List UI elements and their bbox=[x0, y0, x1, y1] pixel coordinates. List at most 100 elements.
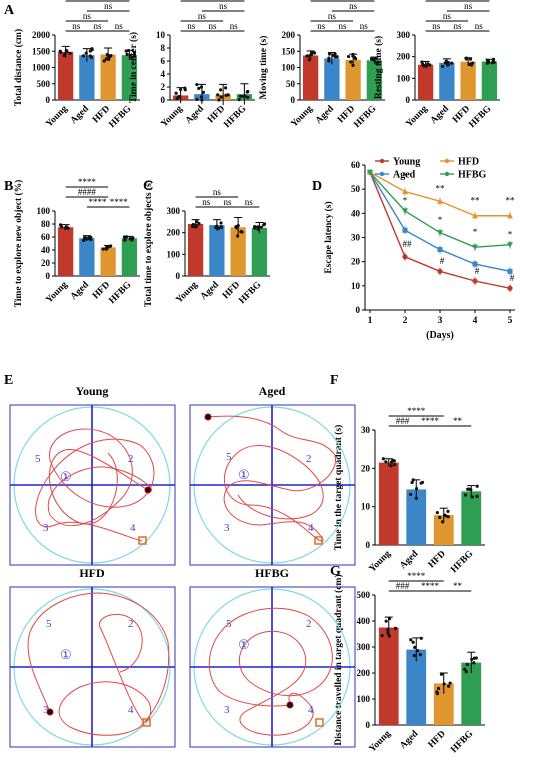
data-point bbox=[219, 225, 223, 229]
significance-label: ns bbox=[245, 197, 254, 207]
data-point bbox=[81, 54, 86, 58]
significance-label: ns bbox=[475, 21, 484, 31]
quadrant-label-3: 3 bbox=[43, 522, 49, 534]
bar bbox=[187, 224, 204, 276]
panel-label: G bbox=[330, 564, 341, 579]
data-point bbox=[199, 95, 204, 99]
x-tick-label: 1 bbox=[368, 316, 373, 326]
data-point bbox=[409, 492, 413, 497]
maze-young: Young 5 ① 2 3 4 bbox=[9, 384, 176, 566]
data-point bbox=[312, 51, 317, 55]
bar bbox=[230, 227, 246, 276]
significance-label: ### bbox=[396, 581, 410, 591]
data-point bbox=[259, 225, 263, 229]
data-point bbox=[104, 246, 108, 250]
significance-label: ns bbox=[328, 11, 337, 21]
data-point bbox=[83, 236, 87, 240]
significance-label: ns bbox=[115, 21, 124, 31]
data-point bbox=[349, 60, 353, 64]
data-point bbox=[380, 634, 384, 638]
series-point bbox=[367, 169, 373, 176]
data-point bbox=[421, 62, 425, 66]
significance-label: ns bbox=[93, 0, 102, 1]
significance-annotation: * bbox=[403, 172, 408, 182]
legend-label: HFD bbox=[458, 157, 479, 168]
x-tick-label: Aged bbox=[69, 104, 92, 127]
data-point bbox=[197, 222, 201, 226]
data-point bbox=[446, 509, 450, 513]
significance-label: ns bbox=[208, 21, 217, 31]
significance-label: ** bbox=[453, 416, 463, 426]
data-point bbox=[195, 82, 199, 87]
quadrant-label-5: 5 bbox=[46, 618, 52, 630]
maze-title: HFD bbox=[79, 566, 105, 580]
legend-label: HFBG bbox=[458, 170, 487, 181]
data-point bbox=[440, 64, 445, 69]
significance-annotation: ** bbox=[506, 196, 516, 206]
data-point bbox=[256, 227, 260, 231]
y-tick-label: 8 bbox=[161, 43, 166, 53]
data-point bbox=[102, 59, 106, 63]
significance-annotation: * bbox=[403, 196, 408, 206]
bar bbox=[406, 649, 427, 725]
x-tick-label: Young bbox=[404, 104, 430, 130]
legend-label: Young bbox=[393, 157, 420, 168]
y-tick-label: 1000 bbox=[32, 63, 51, 73]
quadrant-label-4: 4 bbox=[308, 704, 314, 716]
data-point bbox=[485, 61, 489, 65]
y-tick-label: 500 bbox=[37, 79, 51, 89]
quadrant-label-1: ① bbox=[238, 467, 250, 482]
significance-label: ns bbox=[223, 197, 232, 207]
significance-label: ns bbox=[104, 1, 113, 11]
bar bbox=[57, 227, 74, 276]
maze-title: Aged bbox=[259, 384, 286, 398]
y-tick-label: 10 bbox=[156, 30, 166, 40]
series-line bbox=[369, 171, 510, 217]
swim-path bbox=[27, 592, 170, 736]
significance-annotation: ## bbox=[403, 239, 413, 249]
data-point bbox=[89, 236, 93, 240]
data-point bbox=[416, 648, 420, 653]
panel-label: C bbox=[143, 179, 153, 194]
legend-label: Aged bbox=[393, 170, 416, 181]
y-tick-label: 200 bbox=[397, 52, 411, 62]
x-tick-label: HFBG bbox=[107, 104, 134, 131]
panel-e-water-maze: E Young 5 ① 2 3 4 Aged 5 ① 2 3 bbox=[4, 373, 356, 748]
significance-label: **** bbox=[110, 197, 129, 207]
data-point bbox=[327, 52, 332, 56]
y-axis-label: Time in center (s) bbox=[128, 32, 139, 103]
bar bbox=[461, 662, 482, 725]
data-point bbox=[386, 628, 390, 632]
x-tick-label: HFBG bbox=[237, 280, 264, 307]
y-tick-label: 0 bbox=[46, 271, 51, 281]
significance-label: ns bbox=[72, 21, 81, 31]
data-point bbox=[236, 234, 240, 238]
data-point bbox=[464, 57, 468, 61]
y-tick-label: 200 bbox=[357, 668, 371, 678]
y-axis-label: Total time to explore objects (s) bbox=[143, 180, 154, 307]
data-point bbox=[475, 484, 479, 488]
data-point bbox=[335, 55, 339, 59]
x-tick-label: Aged bbox=[398, 549, 421, 572]
significance-label: **** bbox=[89, 197, 108, 207]
y-tick-label: 300 bbox=[397, 30, 411, 40]
data-point bbox=[307, 58, 311, 62]
quadrant-label-2: 2 bbox=[306, 618, 312, 630]
y-tick-label: 60 bbox=[41, 232, 51, 242]
data-point bbox=[386, 631, 390, 635]
platform-marker bbox=[138, 536, 147, 545]
y-axis-label: Distance travelled in target quadrant (c… bbox=[333, 574, 344, 745]
x-tick-label: HFD bbox=[427, 729, 448, 750]
significance-annotation: * bbox=[473, 227, 478, 237]
y-tick-label: 50 bbox=[286, 79, 296, 89]
bar bbox=[57, 51, 74, 100]
data-point bbox=[464, 670, 468, 674]
data-point bbox=[193, 225, 198, 229]
platform-marker bbox=[142, 718, 151, 727]
data-point bbox=[442, 682, 446, 686]
data-point bbox=[219, 95, 223, 99]
y-tick-label: 0 bbox=[291, 95, 296, 105]
swim-path bbox=[35, 428, 155, 542]
data-point bbox=[327, 56, 331, 60]
